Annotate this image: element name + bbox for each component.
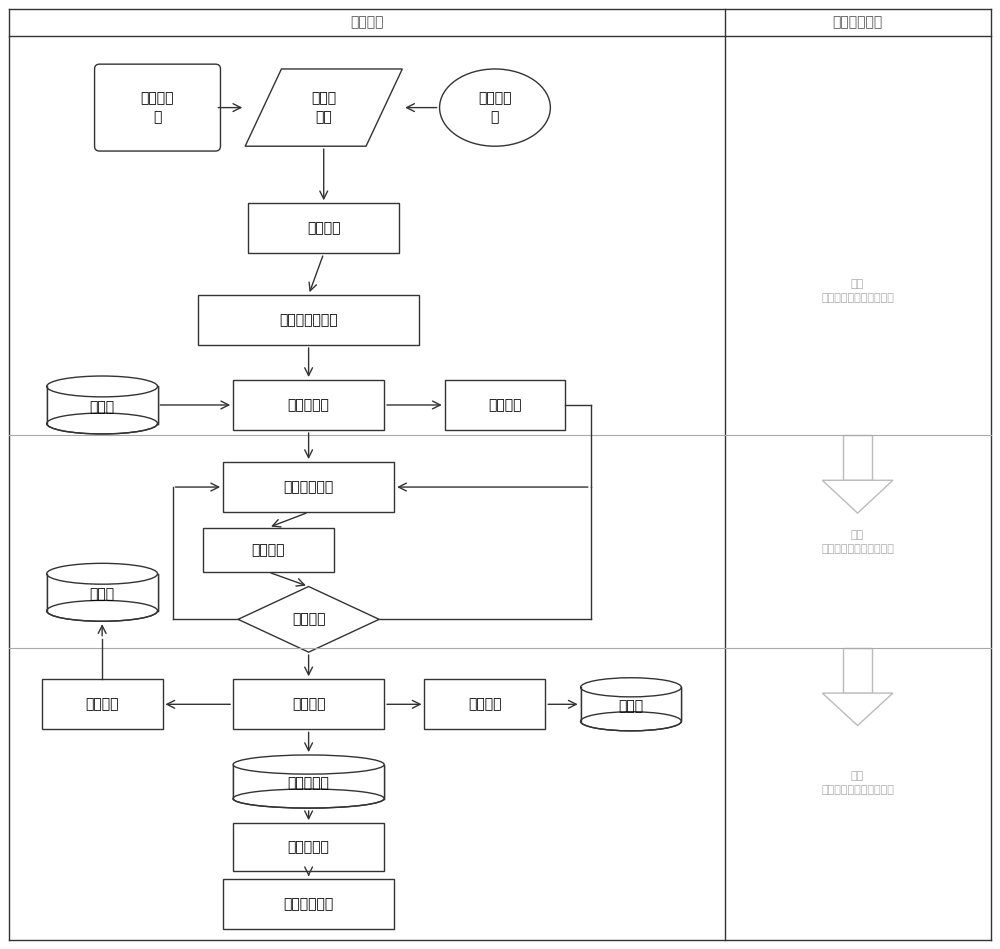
Text: 可视化显示: 可视化显示 xyxy=(288,840,330,854)
Polygon shape xyxy=(822,693,893,726)
Text: 知识评价: 知识评价 xyxy=(292,612,325,626)
Text: 模型库: 模型库 xyxy=(90,587,115,602)
Ellipse shape xyxy=(47,564,158,585)
FancyBboxPatch shape xyxy=(233,380,384,430)
Text: 外部数据
库: 外部数据 库 xyxy=(141,91,174,123)
FancyBboxPatch shape xyxy=(198,295,419,345)
FancyBboxPatch shape xyxy=(843,648,872,693)
Polygon shape xyxy=(245,69,402,146)
Ellipse shape xyxy=(47,601,158,622)
Text: 知识抽取: 知识抽取 xyxy=(468,698,502,712)
Polygon shape xyxy=(238,586,379,652)
FancyBboxPatch shape xyxy=(223,462,394,512)
Text: 数据提取层次: 数据提取层次 xyxy=(832,15,883,29)
FancyBboxPatch shape xyxy=(843,435,872,480)
FancyBboxPatch shape xyxy=(233,765,384,798)
Text: 信息
（对数据的处理和挖掘）: 信息 （对数据的处理和挖掘） xyxy=(821,530,894,554)
FancyBboxPatch shape xyxy=(424,679,545,730)
Text: 结果解释: 结果解释 xyxy=(292,698,325,712)
FancyBboxPatch shape xyxy=(233,679,384,730)
Text: 指导人员巡检: 指导人员巡检 xyxy=(283,897,334,911)
FancyBboxPatch shape xyxy=(445,380,565,430)
FancyBboxPatch shape xyxy=(581,687,681,721)
FancyBboxPatch shape xyxy=(42,679,163,730)
Ellipse shape xyxy=(581,712,681,731)
Text: 知识
（对数据的理解和解释）: 知识 （对数据的理解和解释） xyxy=(821,772,894,795)
Text: 数据分析: 数据分析 xyxy=(307,221,340,235)
FancyBboxPatch shape xyxy=(47,386,158,423)
Text: 鸟客关联度分析: 鸟客关联度分析 xyxy=(279,313,338,327)
Text: 数据预处理: 数据预处理 xyxy=(288,398,330,412)
FancyBboxPatch shape xyxy=(95,65,220,151)
Text: 数据过滤: 数据过滤 xyxy=(488,398,522,412)
FancyBboxPatch shape xyxy=(233,823,384,871)
FancyBboxPatch shape xyxy=(203,528,334,572)
Ellipse shape xyxy=(440,69,550,146)
Ellipse shape xyxy=(47,376,158,397)
Polygon shape xyxy=(822,480,893,513)
Text: 传感器网
络: 传感器网 络 xyxy=(478,91,512,123)
Text: 模型发现: 模型发现 xyxy=(85,698,119,712)
Text: 知识库: 知识库 xyxy=(618,699,644,714)
Text: 算法库: 算法库 xyxy=(90,400,115,414)
FancyBboxPatch shape xyxy=(581,687,681,721)
FancyBboxPatch shape xyxy=(47,574,158,611)
Text: 鸟客数
据源: 鸟客数 据源 xyxy=(311,91,336,123)
FancyBboxPatch shape xyxy=(47,386,158,423)
FancyBboxPatch shape xyxy=(223,879,394,929)
Text: 数据
（对数据的获取和整理）: 数据 （对数据的获取和整理） xyxy=(821,279,894,303)
Text: 参数调整: 参数调整 xyxy=(252,543,285,557)
Text: 数据流程: 数据流程 xyxy=(350,15,384,29)
Ellipse shape xyxy=(233,755,384,774)
Text: 结果知识库: 结果知识库 xyxy=(288,776,330,791)
Ellipse shape xyxy=(581,678,681,697)
FancyBboxPatch shape xyxy=(233,765,384,798)
Ellipse shape xyxy=(47,413,158,434)
Text: 数据挖掘过程: 数据挖掘过程 xyxy=(283,480,334,494)
Ellipse shape xyxy=(233,789,384,809)
FancyBboxPatch shape xyxy=(248,203,399,253)
FancyBboxPatch shape xyxy=(47,574,158,611)
